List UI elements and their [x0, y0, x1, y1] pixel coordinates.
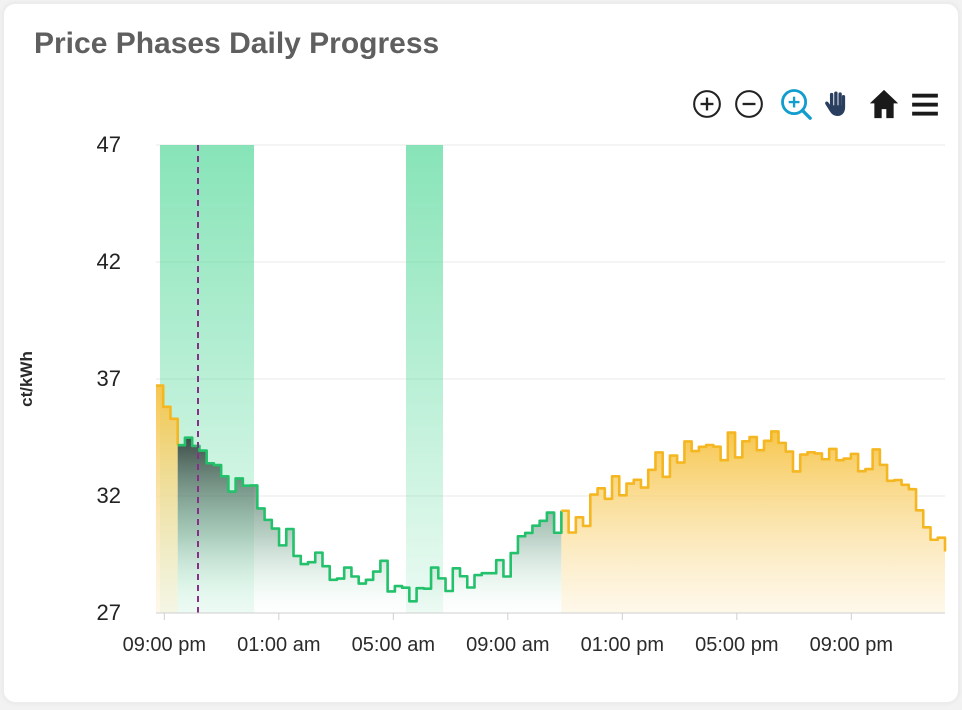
svg-text:05:00 am: 05:00 am	[352, 634, 435, 656]
svg-text:27: 27	[97, 600, 121, 625]
svg-text:01:00 am: 01:00 am	[237, 634, 320, 656]
svg-text:05:00 pm: 05:00 pm	[695, 634, 778, 656]
svg-text:ct/kWh: ct/kWh	[17, 351, 36, 407]
svg-text:37: 37	[97, 366, 121, 391]
svg-text:01:00 pm: 01:00 pm	[581, 634, 664, 656]
svg-text:47: 47	[97, 132, 121, 157]
svg-text:09:00 pm: 09:00 pm	[123, 634, 206, 656]
svg-text:32: 32	[97, 483, 121, 508]
svg-text:09:00 pm: 09:00 pm	[810, 634, 893, 656]
svg-text:42: 42	[97, 249, 121, 274]
svg-text:09:00 am: 09:00 am	[466, 634, 549, 656]
